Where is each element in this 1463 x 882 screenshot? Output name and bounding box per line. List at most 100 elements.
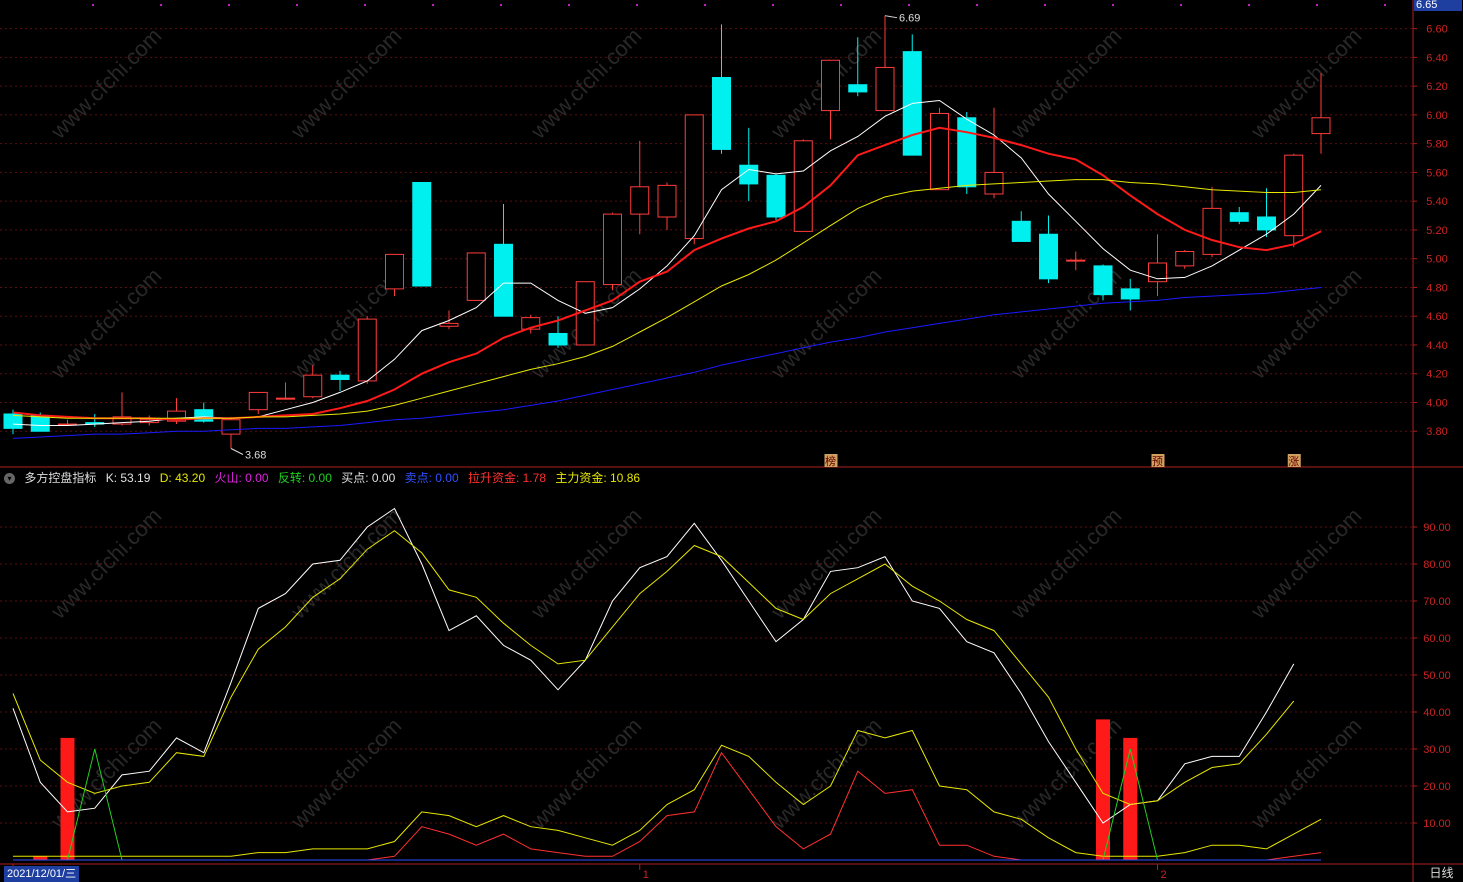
annotation-arrow: [230, 448, 244, 455]
candle-body: [248, 391, 268, 411]
candle-body: [930, 112, 949, 191]
candle: [848, 37, 868, 97]
price-tick-label: 4.80: [1426, 282, 1447, 294]
price-tick-label: 5.40: [1426, 196, 1447, 208]
candle: [1257, 188, 1276, 238]
candle-body: [603, 213, 622, 286]
candle-body: [657, 184, 677, 218]
top-dot: [1180, 4, 1182, 6]
candle: [521, 314, 541, 334]
x-tick-label: 1: [643, 869, 649, 881]
candle: [603, 212, 622, 291]
watermark-text: www.cfchi.com: [765, 713, 886, 834]
price-tick-label: 6.40: [1426, 52, 1447, 64]
candle: [221, 416, 241, 449]
candle-body: [848, 84, 868, 93]
watermark-text: www.cfchi.com: [1245, 713, 1366, 834]
top-dot: [908, 4, 910, 6]
candle: [1202, 186, 1222, 258]
candle: [385, 253, 404, 297]
candle: [412, 181, 432, 287]
candle-body: [1257, 216, 1276, 231]
price-tick-label: 6.00: [1426, 110, 1447, 122]
candle: [494, 204, 513, 317]
top-dot: [976, 4, 978, 6]
candle: [739, 127, 759, 202]
top-dot: [92, 4, 94, 6]
price-tick-label: 3.80: [1426, 426, 1447, 438]
signal-marker: 榜: [825, 454, 836, 468]
candle: [1039, 215, 1058, 284]
top-dot: [364, 4, 366, 6]
candle: [930, 107, 949, 191]
watermark-text: www.cfchi.com: [285, 23, 406, 144]
moving-average-line: [12, 287, 1322, 439]
candle: [1066, 251, 1086, 271]
top-dot: [568, 4, 570, 6]
date-tag: 2021/12/01/三: [4, 866, 80, 882]
signal-bar: [1096, 719, 1110, 860]
indicator-tick-label: 10.00: [1423, 818, 1451, 830]
candle-body: [167, 410, 186, 422]
candle-body: [1011, 220, 1031, 242]
candle: [821, 59, 840, 140]
candle: [1148, 234, 1167, 297]
indicator-field: D: 43.20: [159, 471, 206, 485]
candle-body: [330, 374, 350, 380]
candle: [712, 24, 731, 154]
collapse-icon[interactable]: ▾: [4, 473, 15, 485]
candle: [466, 252, 486, 301]
moving-average-line: [12, 126, 1322, 421]
x-tick-label: 2: [1161, 869, 1167, 881]
price-annotation: 6.69: [899, 13, 920, 25]
watermark-text: www.cfchi.com: [45, 263, 166, 384]
top-dot: [704, 4, 706, 6]
candle-body: [112, 416, 132, 425]
candle-body: [303, 374, 323, 398]
candle-body: [684, 114, 704, 240]
candle-body: [357, 318, 377, 382]
candle-body: [1175, 251, 1195, 267]
candle-body: [630, 186, 650, 215]
top-dot: [772, 4, 774, 6]
top-dot: [636, 4, 638, 6]
top-dot: [1384, 4, 1386, 6]
candle-body: [957, 117, 977, 188]
indicator-header: ▾ 多方控盘指标 K: 53.19 D: 43.20 火山: 0.00 反转: …: [4, 469, 646, 487]
period-button[interactable]: 日线: [1429, 866, 1454, 880]
indicator-tick-label: 50.00: [1423, 670, 1451, 682]
signal-marker: 涨: [1288, 455, 1299, 468]
watermark-text: www.cfchi.com: [525, 713, 646, 834]
candle-body: [793, 140, 813, 232]
watermark-text: www.cfchi.com: [765, 263, 886, 384]
candle-body: [494, 243, 513, 317]
candle: [276, 382, 295, 400]
candle-body: [276, 397, 295, 400]
candle: [793, 139, 813, 232]
candle: [112, 392, 132, 426]
candle: [1120, 278, 1140, 311]
top-dot: [1248, 4, 1250, 6]
price-annotation: 3.68: [245, 449, 266, 461]
signal-bar: [33, 856, 48, 860]
candle: [248, 391, 268, 414]
moving-average-line: [12, 179, 1322, 419]
indicator-name[interactable]: 多方控盘指标: [24, 471, 97, 485]
price-tick-label: 4.60: [1426, 311, 1447, 323]
top-dot: [1044, 4, 1046, 6]
candle-body: [1311, 117, 1331, 135]
marker-box: [824, 454, 838, 467]
price-tick-label: 5.80: [1426, 139, 1447, 151]
candle: [439, 310, 459, 330]
candle-body: [1093, 265, 1113, 296]
indicator-series-line: [12, 507, 1295, 824]
price-tick-label: 5.60: [1426, 167, 1447, 179]
candle-body: [875, 66, 895, 112]
watermark-text: www.cfchi.com: [1245, 23, 1366, 144]
candle-body: [1039, 233, 1058, 280]
top-dot: [840, 4, 842, 6]
indicator-tick-label: 30.00: [1423, 744, 1451, 756]
current-price-tag: 6.65: [1414, 0, 1462, 11]
candle-body: [1120, 288, 1140, 300]
